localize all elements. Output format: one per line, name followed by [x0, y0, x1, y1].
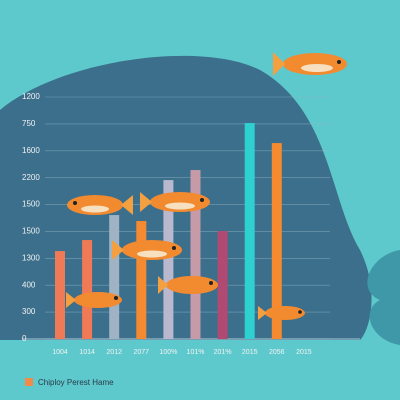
y-tick-label: 1600 [22, 146, 40, 155]
y-tick-label: 2200 [22, 173, 40, 182]
bar [82, 240, 93, 339]
y-tick-label: 1200 [22, 92, 40, 101]
bar [190, 170, 201, 339]
x-tick-label: 2015 [296, 349, 312, 356]
y-tick-label: 1500 [22, 200, 40, 209]
y-tick-label: 300 [22, 307, 36, 316]
fish-decoration [66, 52, 347, 320]
x-tick-label: 100% [159, 349, 177, 356]
bar [136, 221, 147, 339]
x-tick-label: 1014 [79, 349, 95, 356]
x-tick-label: 2077 [134, 349, 150, 356]
bar [217, 231, 228, 339]
y-tick-label: 0 [22, 334, 27, 343]
y-tick-label: 1500 [22, 227, 40, 236]
y-tick-label: 400 [22, 280, 36, 289]
y-tick-label: 1300 [22, 253, 40, 262]
bar [55, 251, 65, 339]
x-tick-label: 101% [187, 349, 205, 356]
x-tick-label: 2012 [106, 349, 122, 356]
plot-area [22, 96, 360, 340]
bar [271, 143, 282, 339]
legend-swatch [25, 378, 33, 386]
bar [244, 123, 255, 340]
x-tick-label: 1004 [52, 349, 68, 356]
y-tick-label: 750 [22, 119, 36, 128]
legend-label: Chiploy Perest Hame [38, 378, 114, 387]
axis: 0 300 400 1300 1500 1500 2200 1600 750 1200 1004 10… [22, 92, 312, 356]
x-tick-label: 201% [214, 349, 232, 356]
x-tick-label: 2015 [242, 349, 258, 356]
backdrop-fin [367, 250, 400, 345]
x-tick-label: 2056 [269, 349, 285, 356]
bar [109, 215, 120, 339]
bar [163, 180, 174, 339]
